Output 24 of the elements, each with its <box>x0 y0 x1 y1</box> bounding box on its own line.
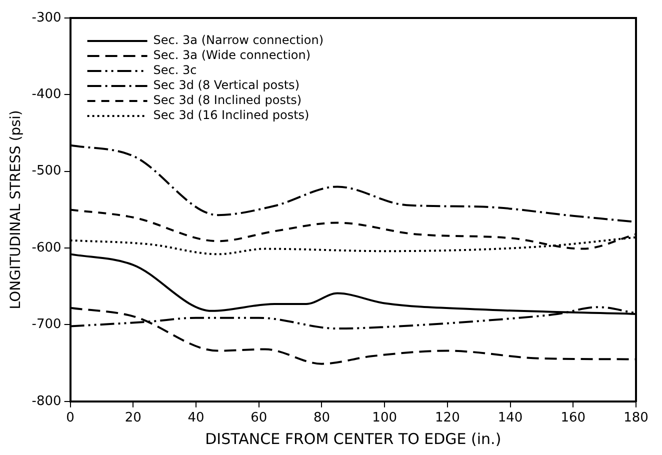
legend-label: Sec 3d (16 Inclined posts) <box>153 108 310 122</box>
x-tick-label: 120 <box>435 410 460 426</box>
y-tick-label: -700 <box>32 317 62 332</box>
legend-label: Sec. 3a (Wide connection) <box>153 48 311 62</box>
legend-label: Sec. 3c <box>153 63 197 78</box>
legend-label: Sec 3d (8 Vertical posts) <box>153 78 300 92</box>
y-tick-label: -400 <box>32 87 62 102</box>
x-tick-label: 140 <box>498 410 523 426</box>
legend-label: Sec 3d (8 Inclined posts) <box>153 93 302 108</box>
x-tick-label: 180 <box>624 410 648 426</box>
x-tick-label: 0 <box>66 410 74 426</box>
x-tick-label: 20 <box>124 410 142 426</box>
y-tick-label: -300 <box>32 10 62 26</box>
legend-label: Sec. 3a (Narrow connection) <box>153 33 324 48</box>
x-axis-title: DISTANCE FROM CENTER TO EDGE (in.) <box>205 430 502 448</box>
y-tick-label: -600 <box>32 240 62 256</box>
x-tick-label: 60 <box>250 410 268 426</box>
x-tick-label: 40 <box>188 410 204 426</box>
y-axis-title: LONGITUDINAL STRESS (psi) <box>8 110 24 310</box>
y-tick-label: -500 <box>32 164 62 179</box>
y-tick-label: -800 <box>32 394 62 409</box>
x-tick-label: 100 <box>372 410 397 426</box>
x-tick-label: 80 <box>313 410 330 426</box>
x-tick-label: 160 <box>560 410 586 426</box>
